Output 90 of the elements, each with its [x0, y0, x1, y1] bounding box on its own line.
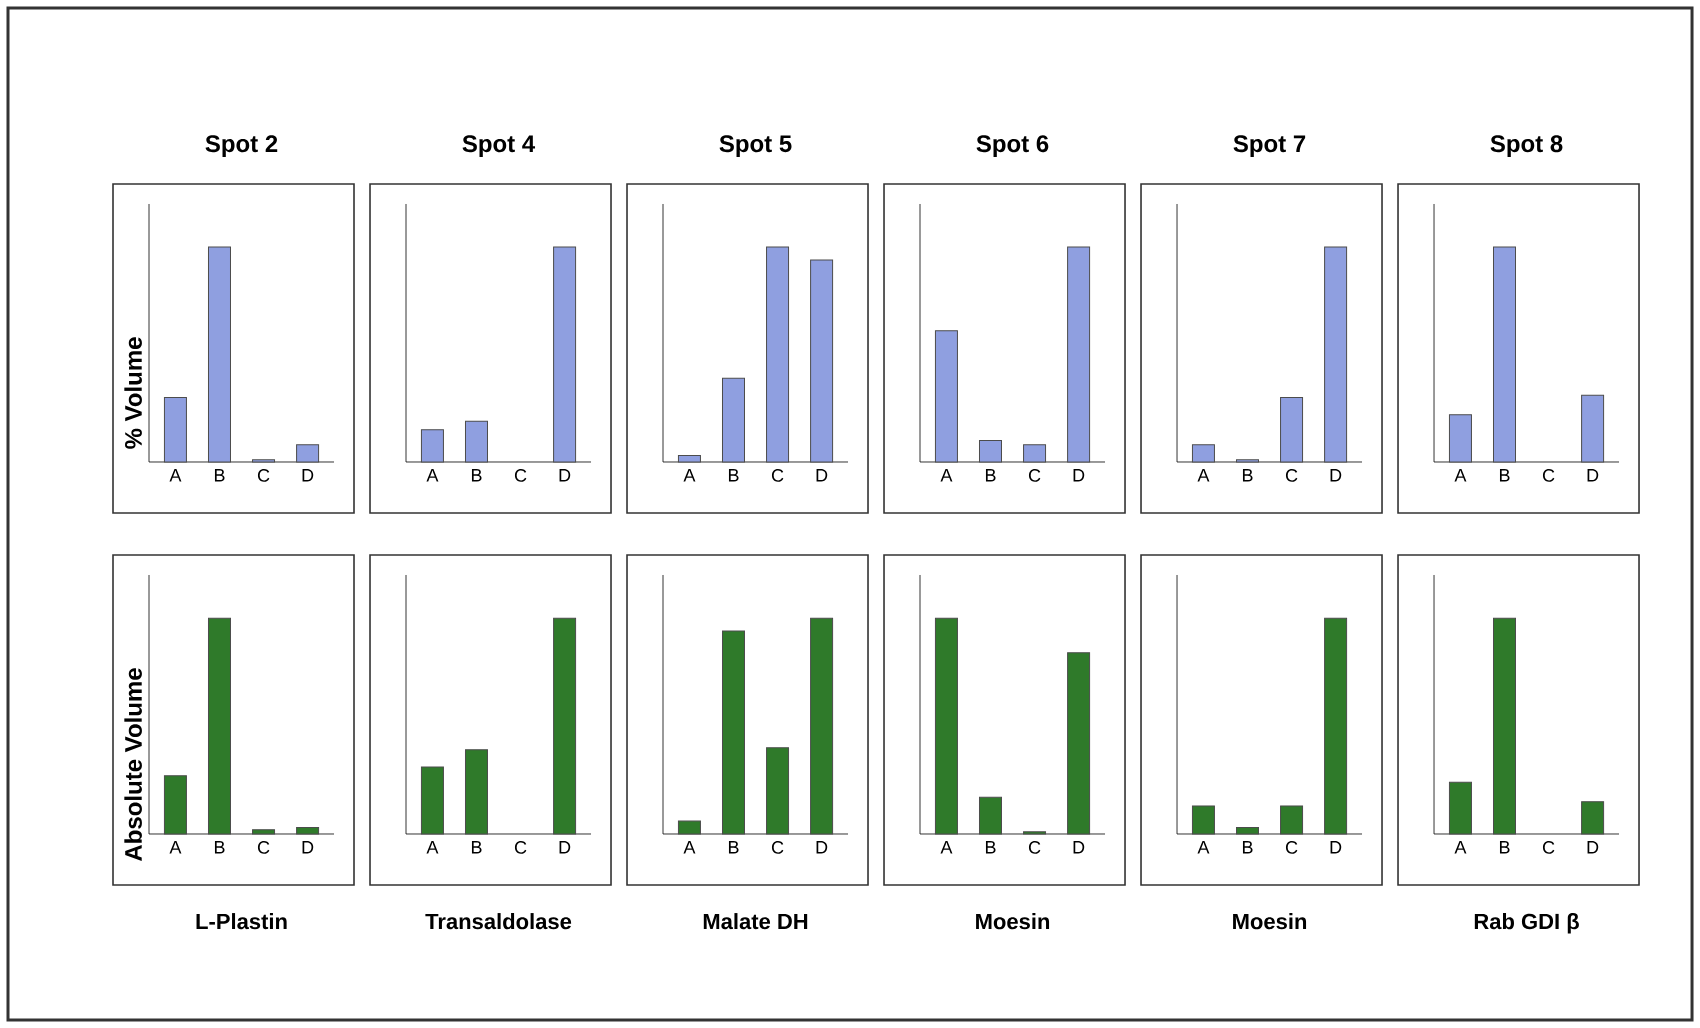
bar	[934, 617, 958, 835]
bar	[766, 246, 790, 463]
bar	[721, 377, 745, 463]
x-tick-label: B	[728, 841, 739, 854]
chart-title: Spot 5	[719, 135, 792, 157]
x-tick-label: B	[1499, 841, 1510, 854]
x-tick-label: A	[426, 841, 439, 854]
x-tick-label: C	[257, 841, 270, 854]
x-tick-label: B	[214, 469, 225, 482]
x-tick-label: C	[771, 469, 784, 482]
x-tick-label: C	[1028, 841, 1041, 854]
bar	[1236, 459, 1259, 463]
x-axis-title: Malate DH	[703, 913, 808, 930]
bar	[163, 775, 187, 835]
x-tick-label: D	[816, 841, 828, 854]
x-tick-label: C	[514, 469, 527, 482]
x-tick-label: A	[940, 469, 953, 482]
x-tick-label: C	[1285, 469, 1298, 482]
chart-title: Spot 6	[976, 135, 1049, 157]
chart-title: Spot 4	[462, 135, 536, 157]
x-tick-label: D	[1330, 469, 1342, 482]
x-tick-label: A	[169, 841, 182, 854]
bar	[1280, 396, 1304, 463]
bar	[1191, 444, 1215, 463]
x-tick-label: B	[471, 841, 482, 854]
x-tick-label: D	[816, 469, 828, 482]
x-axis-title: Moesin	[976, 913, 1050, 930]
x-tick-label: A	[426, 469, 439, 482]
bar	[1324, 246, 1348, 463]
x-tick-label: A	[683, 841, 696, 854]
bar	[1023, 831, 1047, 835]
x-tick-label: B	[985, 841, 996, 854]
bar	[978, 796, 1002, 835]
y-axis-title: Absolute Volume	[124, 668, 142, 862]
x-tick-label: B	[985, 469, 996, 482]
x-tick-label: C	[1028, 469, 1041, 482]
bar	[207, 246, 231, 463]
x-tick-label: C	[1542, 469, 1555, 482]
x-tick-label: C	[1542, 841, 1555, 854]
y-axis-title: % Volume	[124, 337, 142, 449]
x-tick-label: A	[1197, 841, 1210, 854]
x-tick-label: D	[1330, 841, 1342, 854]
chart-title: Spot 8	[1490, 135, 1563, 157]
bar	[810, 259, 834, 463]
x-tick-label: B	[1499, 469, 1510, 482]
x-tick-label: D	[1587, 841, 1599, 854]
bar	[1067, 246, 1091, 463]
bar	[810, 617, 834, 835]
x-tick-label: A	[1454, 469, 1467, 482]
bar	[677, 820, 701, 835]
x-tick-label: A	[1454, 841, 1467, 854]
bar	[252, 459, 276, 463]
x-tick-label: A	[940, 841, 953, 854]
x-tick-label: D	[559, 469, 571, 482]
bar	[1067, 652, 1091, 835]
bar	[296, 827, 320, 835]
x-tick-label: A	[169, 469, 182, 482]
bar	[252, 829, 276, 835]
x-tick-label: C	[257, 469, 270, 482]
bar	[934, 330, 958, 463]
bar	[677, 455, 701, 463]
x-tick-label: D	[1073, 469, 1085, 482]
x-tick-label: D	[1073, 841, 1085, 854]
x-axis-title: Moesin	[1233, 913, 1307, 930]
bar	[1023, 444, 1047, 463]
x-axis-title: L-Plastin	[196, 913, 287, 930]
x-tick-label: A	[683, 469, 696, 482]
x-tick-label: D	[302, 841, 314, 854]
chart-title: Spot 2	[205, 135, 278, 157]
bar	[978, 439, 1002, 463]
x-tick-label: D	[559, 841, 571, 854]
bar	[721, 630, 745, 835]
bar	[766, 747, 790, 835]
x-axis-title: Transaldolase	[425, 913, 572, 930]
x-tick-label: C	[514, 841, 527, 854]
x-tick-label: D	[1587, 469, 1599, 482]
bar	[163, 396, 187, 463]
x-tick-label: B	[1242, 841, 1253, 854]
x-tick-label: B	[1242, 469, 1253, 482]
x-axis-title: Rab GDI β	[1474, 913, 1579, 934]
x-tick-label: C	[1285, 841, 1298, 854]
bar	[207, 617, 231, 835]
chart-title: Spot 7	[1233, 135, 1306, 157]
x-tick-label: B	[471, 469, 482, 482]
bar	[296, 444, 320, 463]
x-tick-label: B	[214, 841, 225, 854]
x-tick-label: D	[302, 469, 314, 482]
x-tick-label: C	[771, 841, 784, 854]
x-tick-label: B	[728, 469, 739, 482]
x-tick-label: A	[1197, 469, 1210, 482]
